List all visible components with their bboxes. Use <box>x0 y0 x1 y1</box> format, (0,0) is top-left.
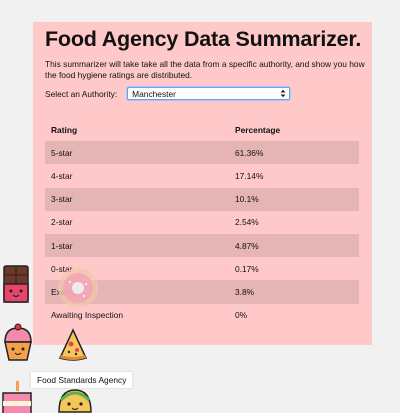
cake-icon <box>2 381 32 413</box>
table-header-row: Rating Percentage <box>45 118 359 141</box>
rating-cell: 0-star <box>51 263 73 274</box>
taco-icon <box>58 389 92 413</box>
tooltip: Food Standards Agency <box>31 372 133 388</box>
rating-cell: 1-star <box>51 240 73 251</box>
cupcake-icon <box>4 323 32 361</box>
rating-cell: 4-star <box>51 170 73 181</box>
page-description: This summarizer will take take all the d… <box>45 59 365 80</box>
table-row: 1-star 4.87% <box>45 233 359 258</box>
donut-icon <box>58 268 98 308</box>
rating-cell: 2-star <box>51 217 73 228</box>
summarizer-card: Food Agency Data Summarizer. This summar… <box>33 22 372 345</box>
page-title: Food Agency Data Summarizer. <box>45 27 362 51</box>
authority-select-value: Manchester <box>132 88 176 99</box>
ratings-table: Rating Percentage 5-star 61.36% 4-star 1… <box>45 118 359 327</box>
authority-select-row: Select an Authority: Manchester <box>45 87 360 100</box>
rating-cell: 3-star <box>51 194 73 205</box>
select-arrows-icon <box>280 89 286 98</box>
percentage-cell: 0% <box>235 310 248 321</box>
table-row: Awaiting Inspection 0% <box>45 304 359 327</box>
header-rating: Rating <box>51 124 78 135</box>
table-row: 3-star 10.1% <box>45 187 359 211</box>
pizza-slice-icon <box>58 328 88 361</box>
header-percentage: Percentage <box>235 124 281 135</box>
chocolate-bar-icon <box>3 265 29 303</box>
rating-cell: 5-star <box>51 147 73 158</box>
percentage-cell: 61.36% <box>235 147 264 158</box>
table-row: 5-star 61.36% <box>45 141 359 165</box>
table-row: 2-star 2.54% <box>45 211 359 234</box>
percentage-cell: 4.87% <box>235 240 259 251</box>
percentage-cell: 17.14% <box>235 170 264 181</box>
table-row: 0-star 0.17% <box>45 257 359 280</box>
percentage-cell: 0.17% <box>235 263 259 274</box>
table-row: 4-star 17.14% <box>45 164 359 187</box>
percentage-cell: 3.8% <box>235 286 255 297</box>
authority-select[interactable]: Manchester <box>127 87 291 100</box>
percentage-cell: 10.1% <box>235 194 259 205</box>
percentage-cell: 2.54% <box>235 217 259 228</box>
authority-select-label: Select an Authority: <box>45 88 118 99</box>
rating-cell: Awaiting Inspection <box>51 310 124 321</box>
